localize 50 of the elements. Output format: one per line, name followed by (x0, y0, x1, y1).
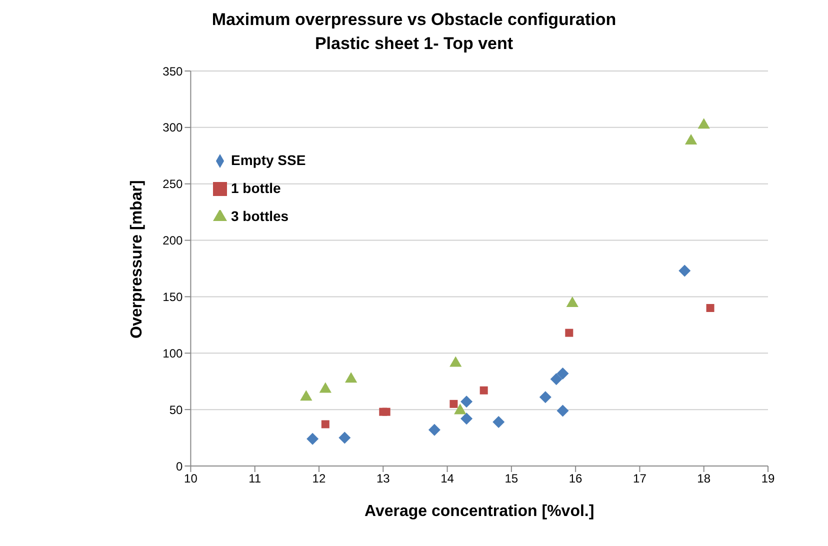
legend-label: 1 bottle (231, 180, 281, 196)
y-tick-label: 200 (162, 234, 184, 248)
chart-title: Maximum overpressure vs Obstacle configuration (210, 9, 618, 31)
point (565, 328, 574, 337)
point (556, 367, 569, 380)
x-tick-label: 16 (568, 472, 583, 486)
point (556, 404, 569, 417)
point (684, 134, 698, 144)
point (706, 304, 714, 312)
point (306, 432, 319, 445)
x-tick-label: 14 (440, 472, 454, 486)
y-tick-label: 300 (162, 120, 184, 135)
legend-label: 3 bottles (231, 208, 289, 224)
point (450, 400, 458, 408)
x-tick-label: 17 (633, 472, 647, 486)
point (460, 396, 473, 408)
point (344, 372, 358, 383)
point (550, 373, 562, 386)
y-tick-label: 0 (176, 459, 184, 474)
point (460, 412, 473, 425)
point (450, 356, 462, 367)
point (454, 404, 466, 414)
x-tick-label: 10 (184, 472, 198, 486)
y-tick-label: 350 (162, 64, 184, 78)
point (321, 420, 330, 428)
y-tick-label: 50 (169, 402, 184, 417)
point (338, 432, 351, 444)
point (480, 386, 488, 394)
x-tick-label: 15 (504, 472, 518, 486)
legend-label: Empty SSE (231, 152, 306, 168)
point (698, 118, 710, 129)
x-axis-title: Average concentration [%vol.] (364, 503, 594, 520)
x-tick-label: 12 (312, 472, 326, 486)
x-tick-label: 11 (248, 472, 262, 486)
y-axis-title: Overpressure [mbar] (128, 180, 146, 338)
point (539, 391, 552, 404)
point (319, 382, 332, 393)
point (382, 408, 390, 416)
point (566, 296, 578, 307)
y-tick-label: 150 (162, 290, 184, 304)
point (300, 390, 312, 401)
x-tick-label: 19 (761, 472, 775, 486)
x-tick-label: 13 (376, 472, 390, 486)
point (428, 424, 440, 436)
chart-subtitle: Plastic sheet 1- Top vent (314, 33, 514, 55)
point (492, 416, 505, 428)
point (678, 264, 691, 277)
y-tick-label: 250 (162, 177, 184, 192)
x-tick-label: 18 (697, 472, 711, 486)
y-tick-label: 100 (162, 346, 184, 360)
